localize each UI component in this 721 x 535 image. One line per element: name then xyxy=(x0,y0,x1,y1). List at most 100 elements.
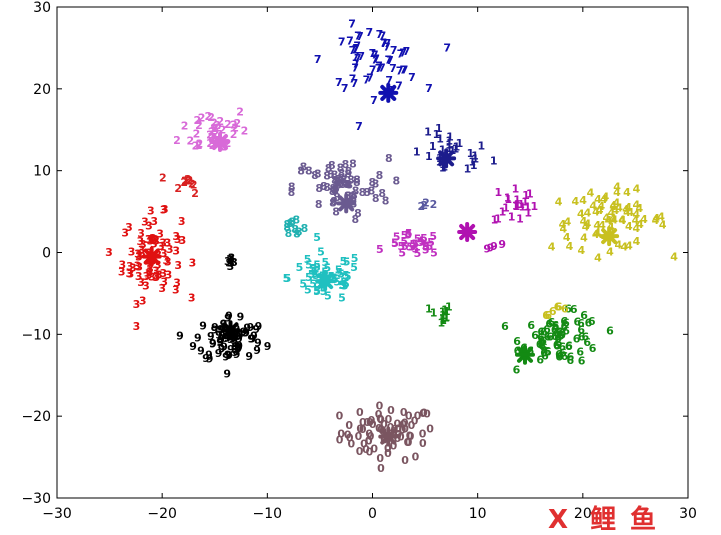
digit-point-4: 4 xyxy=(670,251,678,264)
digit-point-1: 1 xyxy=(425,150,433,163)
digit-point-0: 0 xyxy=(394,432,402,445)
digit-point-9: 9 xyxy=(199,319,207,332)
digit-point-5: 5 xyxy=(393,231,401,244)
digit-point-1: 1 xyxy=(524,201,532,214)
digit-point-3: 3 xyxy=(147,234,155,247)
digit-point-2: 2 xyxy=(173,134,181,147)
digit-point-3: 3 xyxy=(126,260,134,273)
digit-point-9: 9 xyxy=(225,310,233,323)
digit-point-2: 2 xyxy=(212,128,220,141)
digit-point-0: 0 xyxy=(387,404,395,417)
digit-point-9: 9 xyxy=(202,352,210,365)
digit-point-6: 6 xyxy=(551,324,559,337)
digit-point-9: 9 xyxy=(242,327,250,340)
digit-point-1: 1 xyxy=(467,147,475,160)
digit-point-5: 5 xyxy=(429,230,437,243)
digit-point-1: 1 xyxy=(524,207,532,220)
digit-point-8: 8 xyxy=(350,189,358,202)
digit-point-4: 4 xyxy=(566,240,574,253)
digit-point-0: 0 xyxy=(369,418,377,431)
digit-point-8: 8 xyxy=(314,168,322,181)
digit-point-8: 8 xyxy=(300,160,308,173)
digit-point-5: 5 xyxy=(339,279,347,292)
digit-point-9: 9 xyxy=(205,349,213,362)
digit-point-5: 5 xyxy=(404,228,412,241)
digit-point-5: 5 xyxy=(400,235,408,248)
digit-point-7: 7 xyxy=(443,41,451,54)
digit-point-1: 1 xyxy=(433,128,441,141)
digit-point-4: 4 xyxy=(548,240,556,253)
digit-point-1: 1 xyxy=(445,301,453,314)
digit-point-4: 4 xyxy=(594,252,602,265)
digit-point-5: 5 xyxy=(338,279,346,292)
digit-point-8: 8 xyxy=(323,181,331,194)
digit-point-6: 6 xyxy=(554,332,562,345)
digit-point-9: 9 xyxy=(235,339,243,352)
digit-point-0: 0 xyxy=(356,423,364,436)
digit-point-0: 0 xyxy=(394,423,402,436)
digit-point-9: 9 xyxy=(229,330,237,343)
digit-point-3: 3 xyxy=(152,235,160,248)
digit-point-2: 2 xyxy=(230,128,238,141)
digit-point-4: 4 xyxy=(615,202,623,215)
digit-point-0: 0 xyxy=(356,406,364,419)
digit-point-1: 1 xyxy=(452,142,460,155)
digit-point-4: 4 xyxy=(640,213,648,226)
x-tick-label: −20 xyxy=(147,506,177,522)
digit-point-8: 8 xyxy=(338,167,346,180)
digit-point-9: 9 xyxy=(217,335,225,348)
digit-point-4: 4 xyxy=(607,221,615,234)
digit-point-2: 2 xyxy=(186,135,194,148)
digit-point-9: 9 xyxy=(248,333,256,346)
digit-point-4: 4 xyxy=(613,180,621,193)
digit-point-2: 2 xyxy=(422,196,430,209)
digit-point-3: 3 xyxy=(133,298,141,311)
digit-point-3: 3 xyxy=(172,230,180,243)
digit-point-6: 6 xyxy=(527,319,535,332)
digit-point-8: 8 xyxy=(288,181,296,194)
digit-point-0: 0 xyxy=(365,428,373,441)
digit-point-6: 6 xyxy=(555,337,563,350)
digit-point-6: 6 xyxy=(531,329,539,342)
digit-point-8: 8 xyxy=(315,182,323,195)
x-tick-label: 30 xyxy=(679,506,697,522)
digit-point-5: 5 xyxy=(422,240,430,253)
digit-point-7: 7 xyxy=(401,63,409,76)
digit-point-5: 5 xyxy=(426,240,434,253)
digit-point-9: 9 xyxy=(225,349,233,362)
digit-point-9: 9 xyxy=(229,333,237,346)
digit-point-3: 3 xyxy=(145,220,153,233)
digit-point-1: 1 xyxy=(514,198,522,211)
digit-point-6: 6 xyxy=(542,309,550,322)
digit-point-5: 5 xyxy=(337,267,345,280)
cluster-center-markers xyxy=(141,82,620,447)
digit-point-6: 6 xyxy=(514,345,522,358)
digit-point-5: 5 xyxy=(335,264,343,277)
digit-point-3: 3 xyxy=(230,256,238,269)
digit-point-0: 0 xyxy=(337,428,345,441)
digit-point-6: 6 xyxy=(538,339,546,352)
digit-point-6: 6 xyxy=(546,330,554,343)
digit-point-4: 4 xyxy=(577,208,585,221)
digit-point-2: 2 xyxy=(181,119,189,132)
digit-point-8: 8 xyxy=(331,174,339,187)
digit-point-8: 8 xyxy=(353,173,361,186)
digit-point-4: 4 xyxy=(624,201,632,214)
digit-point-3: 3 xyxy=(142,280,150,293)
digit-point-2: 2 xyxy=(174,182,182,195)
digit-point-5: 5 xyxy=(397,240,405,253)
digit-point-2: 2 xyxy=(230,119,238,132)
digit-point-3: 3 xyxy=(121,227,129,240)
digit-point-9: 9 xyxy=(215,347,223,360)
digit-point-3: 3 xyxy=(137,227,145,240)
digit-point-6: 6 xyxy=(539,335,547,348)
digit-point-1: 1 xyxy=(464,163,472,176)
digit-point-5: 5 xyxy=(304,253,312,266)
digit-point-7: 7 xyxy=(369,64,377,77)
digit-point-8: 8 xyxy=(340,174,348,187)
digit-point-0: 0 xyxy=(376,412,384,425)
digit-point-5: 5 xyxy=(299,278,307,291)
digit-point-8: 8 xyxy=(352,184,360,197)
digit-point-6: 6 xyxy=(537,331,545,344)
digit-point-4: 4 xyxy=(600,193,608,206)
